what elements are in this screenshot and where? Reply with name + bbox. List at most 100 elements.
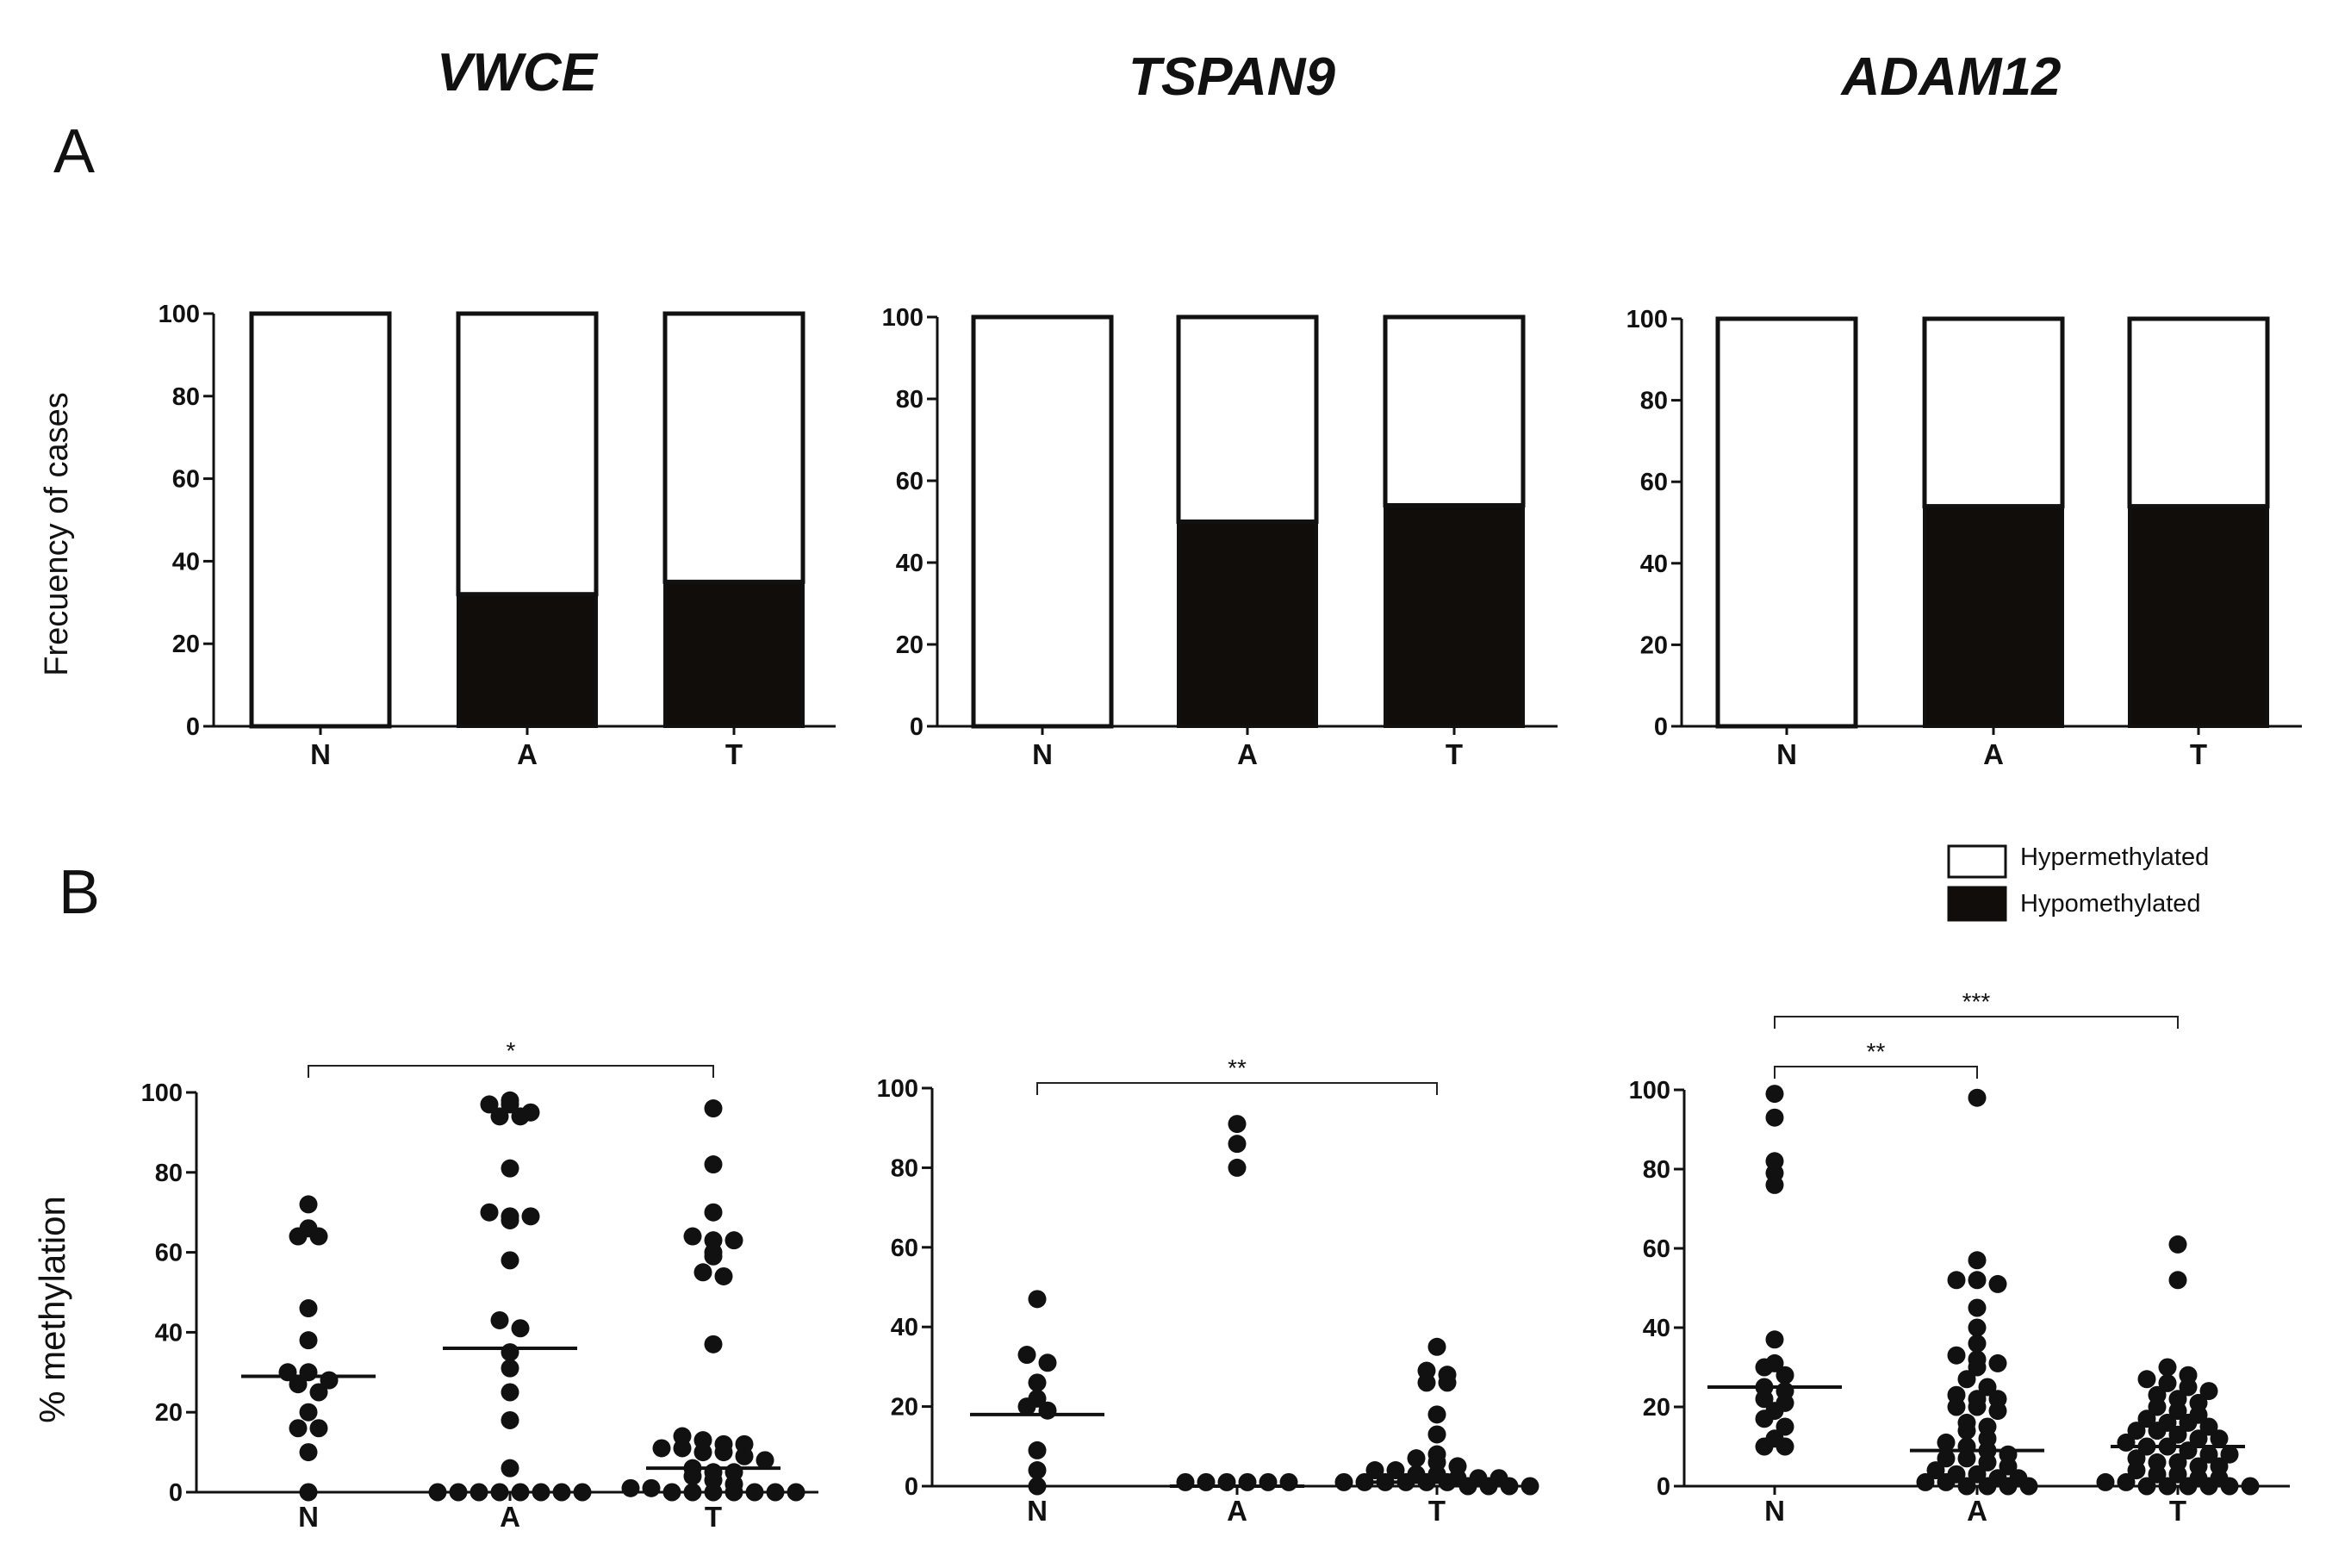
y-tick-label: 20 (1643, 1394, 1670, 1422)
data-point (1776, 1382, 1794, 1401)
gene-title-adam12: ADAM12 (1840, 47, 2062, 107)
data-point (1765, 1353, 1784, 1372)
data-point (1947, 1465, 1966, 1484)
bar-segment-hypomethylated (457, 592, 598, 728)
data-point (787, 1483, 805, 1502)
data-point (704, 1203, 723, 1222)
bar-segment-hypomethylated (2128, 504, 2269, 729)
data-point (735, 1434, 754, 1453)
data-point (309, 1419, 328, 1438)
x-category-label: A (1983, 738, 2004, 770)
y-tick-label: 80 (891, 1154, 918, 1182)
bar-segment-hypomethylated (1384, 503, 1525, 728)
data-point (2127, 1449, 2146, 1468)
data-point (2158, 1477, 2177, 1496)
scatter-chart-vwce: 0 20 40 60 80 100 N A T * (141, 1037, 818, 1533)
data-point (1937, 1449, 1956, 1468)
data-point (480, 1203, 499, 1222)
x-category-label: T (705, 1501, 722, 1533)
data-point (1957, 1413, 1976, 1432)
data-point (652, 1439, 671, 1458)
data-point (521, 1103, 540, 1122)
data-point (1916, 1472, 1935, 1491)
y-tick-label: 80 (172, 383, 200, 411)
gene-title-tspan9: TSPAN9 (1129, 47, 1336, 107)
bar-segment-hypermethylated (1715, 316, 1858, 729)
data-point (449, 1483, 468, 1502)
data-point (2168, 1390, 2187, 1409)
data-point (501, 1410, 519, 1429)
x-category-label: T (725, 738, 743, 770)
legend-swatch-hyper (1947, 844, 2007, 879)
data-point (683, 1483, 702, 1502)
data-point (1427, 1337, 1446, 1356)
data-point (2199, 1382, 2218, 1401)
data-point (573, 1483, 592, 1502)
y-tick-label: 60 (896, 468, 924, 495)
significance-label: ** (1867, 1038, 1886, 1065)
bar-segment-hypomethylated (1177, 520, 1318, 728)
data-point (299, 1331, 318, 1350)
gene-title-vwce: VWCE (437, 43, 599, 103)
data-point (470, 1483, 488, 1502)
data-point (693, 1263, 712, 1282)
data-point (2210, 1457, 2229, 1476)
data-point (1968, 1251, 1987, 1270)
bar-segment-hypermethylated (971, 314, 1114, 729)
data-point (1017, 1346, 1036, 1365)
y-tick-label: 40 (1643, 1315, 1670, 1342)
data-point (1417, 1361, 1436, 1380)
data-point (1947, 1271, 1966, 1290)
data-point (501, 1159, 519, 1178)
y-tick-label: 20 (1640, 632, 1668, 659)
data-point (1228, 1115, 1247, 1134)
data-point (1448, 1457, 1467, 1476)
data-point (299, 1403, 318, 1422)
data-point (511, 1319, 530, 1338)
data-point (480, 1095, 499, 1114)
y-tick-label: 80 (155, 1160, 183, 1187)
data-point (704, 1099, 723, 1118)
panel-label-b: B (59, 858, 100, 927)
y-tick-label: 0 (1654, 713, 1668, 741)
bar-segment-hypomethylated (663, 580, 805, 728)
y-tick-label: 60 (891, 1235, 918, 1262)
data-point (1365, 1461, 1384, 1480)
bar-segment-hypomethylated (1923, 504, 2064, 729)
data-point (1334, 1472, 1353, 1491)
data-point (673, 1427, 692, 1446)
y-tick-label: 0 (169, 1479, 183, 1507)
data-point (1259, 1472, 1278, 1491)
y-tick-label: 60 (155, 1240, 183, 1267)
data-point (501, 1383, 519, 1402)
y-tick-label: 100 (877, 1075, 918, 1103)
data-point (1427, 1445, 1446, 1464)
x-category-label: T (1446, 738, 1463, 770)
y-tick-label: 60 (1640, 469, 1668, 496)
y-tick-label: 100 (1629, 1077, 1670, 1104)
data-point (1947, 1346, 1966, 1365)
data-point (2168, 1425, 2187, 1444)
y-tick-label: 40 (1640, 551, 1668, 578)
data-point (1999, 1445, 2018, 1464)
data-point (1028, 1389, 1047, 1408)
data-point (2127, 1422, 2146, 1440)
significance-bracket (1774, 1066, 1978, 1079)
data-point (621, 1478, 640, 1497)
data-point (289, 1419, 308, 1438)
y-tick-label: 0 (905, 1473, 918, 1501)
bar-segment-hypermethylated (1922, 316, 2065, 509)
data-point (501, 1459, 519, 1478)
data-point (2137, 1477, 2156, 1496)
data-point (490, 1310, 509, 1329)
x-category-label: A (1227, 1495, 1247, 1527)
data-point (1490, 1469, 1508, 1488)
data-point (1765, 1429, 1784, 1448)
x-category-label: N (310, 738, 331, 770)
significance-bracket (1774, 1016, 2179, 1029)
y-tick-label: 100 (159, 301, 200, 328)
data-point (501, 1091, 519, 1110)
data-point (642, 1478, 661, 1497)
data-point (2148, 1453, 2167, 1472)
data-point (2199, 1417, 2218, 1436)
